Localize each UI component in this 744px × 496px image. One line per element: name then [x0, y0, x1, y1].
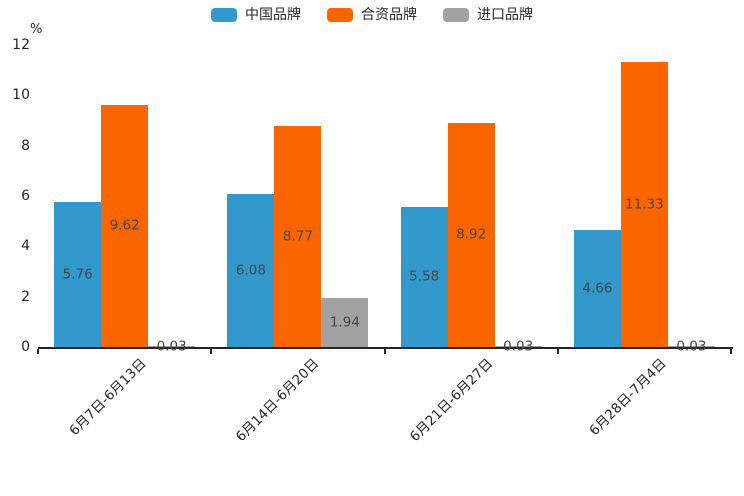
- y-tick-label: 6: [21, 188, 30, 204]
- bar-进口品牌-3: [667, 346, 715, 347]
- bar-中国品牌-3: [573, 230, 621, 347]
- x-tick-label: 6月7日-6月13日: [66, 355, 150, 439]
- y-tick-label: 4: [21, 238, 30, 255]
- bar-value-label: 11.33: [625, 195, 664, 212]
- x-axis-tick: [730, 349, 732, 354]
- bar-value-label: 0.03: [156, 337, 187, 354]
- bar-中国品牌-0: [54, 202, 102, 347]
- legend-item-1: 合资品牌: [327, 8, 417, 22]
- bar-合资品牌-2: [447, 123, 495, 347]
- chart-legend: 中国品牌 合资品牌 进口品牌: [0, 8, 744, 22]
- bar-value-label: 0.03: [676, 337, 707, 354]
- bar-value-label: 6.08: [235, 261, 266, 278]
- y-tick-label: 0: [21, 339, 30, 355]
- legend-item-2: 进口品牌: [443, 8, 533, 22]
- y-axis-unit-label: %: [30, 22, 43, 37]
- x-axis-line: [38, 347, 733, 349]
- legend-swatch-icon: [443, 8, 469, 22]
- bar-value-label: 0.03: [503, 337, 534, 354]
- y-tick-label: 2: [21, 288, 30, 305]
- bar-value-label: 1.94: [329, 313, 360, 330]
- bar-中国品牌-2: [400, 207, 448, 347]
- legend-label: 合资品牌: [361, 7, 417, 23]
- bar-value-label: 5.76: [62, 265, 93, 282]
- x-tick-label: 6月14日-6月20日: [233, 355, 323, 445]
- legend-label: 中国品牌: [245, 7, 301, 23]
- bar-value-label: 8.92: [456, 226, 487, 243]
- y-tick-label: 12: [12, 37, 30, 53]
- y-tick-label: 8: [21, 137, 30, 154]
- y-tick-label: 10: [12, 87, 30, 104]
- x-tick-label: 6月21日-6月27日: [406, 355, 497, 445]
- bar-进口品牌-1: [321, 298, 369, 347]
- legend-label: 进口品牌: [477, 7, 533, 23]
- bar-中国品牌-1: [227, 194, 275, 347]
- bar-合资品牌-3: [620, 62, 668, 347]
- bar-value-label: 9.62: [109, 217, 140, 234]
- x-axis-tick: [37, 349, 39, 354]
- bar-合资品牌-0: [101, 105, 149, 347]
- bar-value-label: 4.66: [582, 279, 613, 296]
- legend-item-0: 中国品牌: [211, 8, 301, 22]
- bar-合资品牌-1: [274, 126, 322, 347]
- bar-value-label: 8.77: [282, 227, 313, 244]
- x-axis-tick: [383, 349, 386, 354]
- legend-swatch-icon: [327, 8, 353, 22]
- bar-进口品牌-0: [148, 346, 196, 347]
- x-axis-tick: [210, 349, 213, 354]
- x-axis-tick: [556, 349, 559, 354]
- bar-进口品牌-2: [494, 346, 542, 347]
- x-tick-label: 6月28日-7月4日: [585, 355, 670, 439]
- bar-value-label: 5.58: [409, 268, 440, 285]
- legend-swatch-icon: [211, 8, 237, 22]
